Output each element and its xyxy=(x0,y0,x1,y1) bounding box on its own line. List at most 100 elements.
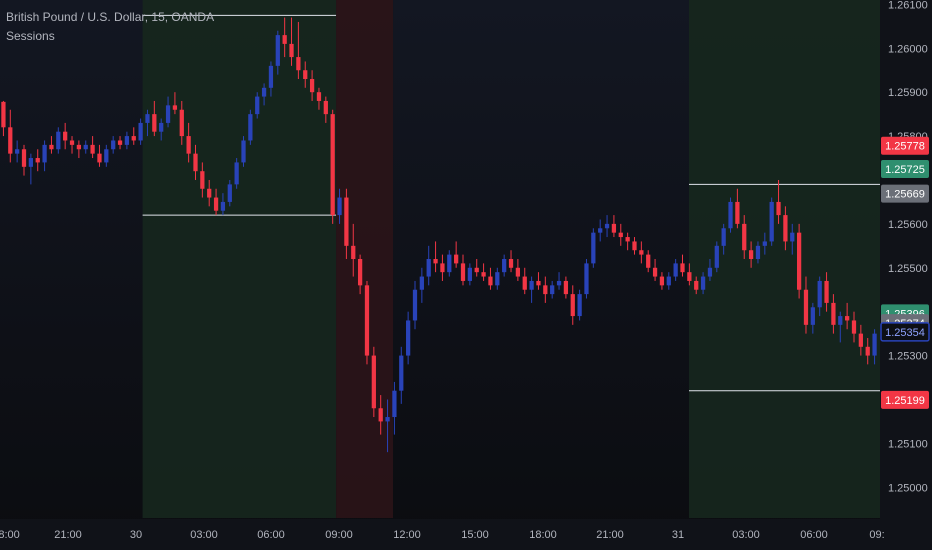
candle[interactable] xyxy=(28,153,33,185)
candle[interactable] xyxy=(639,241,644,264)
candle[interactable] xyxy=(69,136,75,154)
candle[interactable] xyxy=(680,254,685,277)
candle[interactable] xyxy=(138,118,143,145)
candle[interactable] xyxy=(872,329,877,365)
candle[interactable] xyxy=(159,118,164,141)
indicator-name[interactable]: Sessions xyxy=(6,29,55,43)
candle[interactable] xyxy=(783,206,788,251)
candle[interactable] xyxy=(529,276,534,303)
candle[interactable] xyxy=(838,311,843,343)
candle[interactable] xyxy=(152,100,157,137)
candle[interactable] xyxy=(762,232,767,255)
candle[interactable] xyxy=(598,219,603,242)
time-axis[interactable] xyxy=(0,519,932,550)
candle[interactable] xyxy=(131,127,136,145)
candle[interactable] xyxy=(831,294,836,334)
candle[interactable] xyxy=(406,311,411,365)
candle[interactable] xyxy=(694,276,699,295)
candle[interactable] xyxy=(124,131,130,150)
candle[interactable] xyxy=(796,223,802,299)
candle[interactable] xyxy=(344,188,349,259)
candle[interactable] xyxy=(803,276,809,334)
candle[interactable] xyxy=(591,228,596,268)
candle[interactable] xyxy=(721,223,726,255)
candle[interactable] xyxy=(536,272,541,290)
candle[interactable] xyxy=(220,193,226,216)
candle[interactable] xyxy=(104,144,109,167)
symbol-title[interactable]: British Pound / U.S. Dollar, 15, OANDA xyxy=(6,10,215,24)
candle[interactable] xyxy=(604,215,610,238)
candle[interactable] xyxy=(748,241,754,268)
candle[interactable] xyxy=(213,188,219,216)
candle[interactable] xyxy=(550,280,555,299)
candle[interactable] xyxy=(460,254,466,286)
candle[interactable] xyxy=(42,140,47,172)
candle[interactable] xyxy=(248,109,253,145)
candle[interactable] xyxy=(63,122,68,150)
candle[interactable] xyxy=(742,215,747,259)
candle[interactable] xyxy=(810,302,815,334)
candle[interactable] xyxy=(227,179,232,207)
candle[interactable] xyxy=(371,346,376,418)
candle[interactable] xyxy=(467,263,472,286)
candle[interactable] xyxy=(330,109,335,224)
candle[interactable] xyxy=(179,100,184,145)
candle[interactable] xyxy=(357,254,363,295)
candle[interactable] xyxy=(385,399,390,453)
candle[interactable] xyxy=(172,92,178,115)
candle[interactable] xyxy=(652,259,658,281)
candle[interactable] xyxy=(776,179,781,224)
candle[interactable] xyxy=(865,338,870,365)
candle[interactable] xyxy=(433,241,438,273)
candle[interactable] xyxy=(508,250,514,273)
candle[interactable] xyxy=(502,254,507,277)
candle[interactable] xyxy=(364,280,370,365)
candle[interactable] xyxy=(289,17,294,66)
candle[interactable] xyxy=(234,158,239,189)
candle[interactable] xyxy=(495,267,500,290)
candle[interactable] xyxy=(303,61,308,88)
candle[interactable] xyxy=(275,30,280,75)
candle[interactable] xyxy=(35,149,40,172)
candle[interactable] xyxy=(97,144,102,167)
candle[interactable] xyxy=(851,311,857,343)
candle[interactable] xyxy=(378,395,383,435)
candle[interactable] xyxy=(858,324,863,356)
candle[interactable] xyxy=(618,223,623,246)
candle[interactable] xyxy=(351,223,356,277)
candle[interactable] xyxy=(735,188,740,229)
candle[interactable] xyxy=(543,276,548,303)
candle[interactable] xyxy=(117,136,123,150)
candle[interactable] xyxy=(76,140,82,159)
candle[interactable] xyxy=(83,140,88,154)
candle[interactable] xyxy=(207,179,212,207)
candle[interactable] xyxy=(268,61,274,97)
candle[interactable] xyxy=(90,136,95,159)
candle[interactable] xyxy=(261,83,267,106)
candle[interactable] xyxy=(412,280,418,330)
candle[interactable] xyxy=(646,250,651,273)
candle[interactable] xyxy=(714,241,719,273)
candle[interactable] xyxy=(447,250,452,277)
candle[interactable] xyxy=(337,188,342,224)
candle[interactable] xyxy=(728,197,733,233)
candle[interactable] xyxy=(1,100,6,137)
candle[interactable] xyxy=(145,109,150,137)
candle[interactable] xyxy=(481,263,486,281)
candle[interactable] xyxy=(111,136,116,154)
candle[interactable] xyxy=(165,96,171,128)
candle[interactable] xyxy=(707,259,713,281)
candle[interactable] xyxy=(845,302,850,330)
candle[interactable] xyxy=(419,267,424,303)
candle[interactable] xyxy=(769,197,774,246)
candle[interactable] xyxy=(399,346,404,404)
candle[interactable] xyxy=(454,241,459,268)
candle[interactable] xyxy=(8,109,13,163)
candle[interactable] xyxy=(255,92,260,119)
candle[interactable] xyxy=(21,144,27,176)
candle[interactable] xyxy=(556,272,562,290)
candle[interactable] xyxy=(316,87,322,110)
candle[interactable] xyxy=(488,267,493,290)
